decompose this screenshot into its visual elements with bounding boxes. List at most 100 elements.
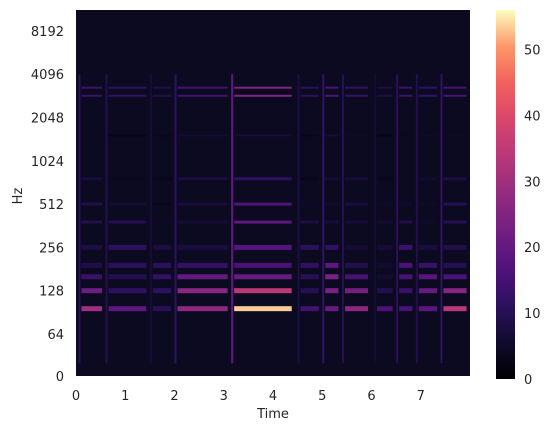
spectral-band: [418, 220, 437, 224]
spectral-band: [300, 244, 319, 250]
spectral-band: [443, 94, 467, 97]
spectral-band: [234, 177, 292, 181]
spectral-band: [344, 262, 369, 268]
spectral-band: [108, 262, 147, 268]
colorbar-gradient: [496, 10, 515, 379]
y-axis-ticks: 0 64 128 256 512 1024 2048 4096 8192: [31, 25, 64, 385]
spectral-band: [399, 134, 413, 137]
spectral-band: [418, 274, 437, 280]
onset-column: [297, 74, 300, 364]
colorbar-ticks: 0 10 20 30 40 50: [524, 44, 541, 388]
spectral-band: [152, 94, 172, 97]
spectral-band: [81, 202, 103, 206]
x-tick-label: 7: [417, 389, 425, 404]
spectral-band: [344, 220, 369, 224]
spectral-band: [418, 86, 437, 89]
spectral-band: [300, 262, 319, 268]
x-tick-label: 1: [121, 389, 129, 404]
spectral-band: [152, 274, 172, 280]
y-tick-label: 0: [56, 370, 64, 385]
spectral-band: [344, 134, 369, 137]
spectral-band: [234, 202, 292, 206]
spectral-band: [443, 86, 467, 89]
spectral-band: [443, 220, 467, 224]
y-tick-label: 256: [39, 241, 64, 256]
colorbar: 0 10 20 30 40 50: [496, 10, 541, 388]
spectral-band: [418, 94, 437, 97]
spectral-band: [177, 86, 228, 89]
spectral-band: [418, 306, 437, 312]
y-tick-label: 4096: [31, 68, 64, 83]
onset-column: [78, 74, 81, 364]
spectral-band: [81, 94, 103, 97]
spectral-band: [376, 274, 393, 280]
spectral-band: [344, 306, 369, 312]
colorbar-tick-label: 0: [524, 373, 532, 388]
spectral-band: [418, 288, 437, 294]
spectrogram-bands: [78, 74, 467, 364]
spectral-band: [344, 274, 369, 280]
spectral-band: [81, 134, 103, 137]
onset-column: [341, 74, 344, 364]
spectral-band: [108, 202, 147, 206]
spectral-band: [177, 220, 228, 224]
spectral-band: [399, 274, 413, 280]
spectral-band: [443, 306, 467, 312]
spectral-band: [325, 244, 339, 250]
spectral-band: [177, 244, 228, 250]
spectral-band: [300, 288, 319, 294]
spectral-band: [376, 306, 393, 312]
onset-column: [231, 74, 234, 364]
spectral-band: [376, 262, 393, 268]
spectral-band: [325, 134, 339, 137]
spectral-band: [399, 202, 413, 206]
spectral-band: [300, 177, 319, 181]
spectral-band: [152, 177, 172, 181]
spectral-band: [108, 220, 147, 224]
spectral-band: [443, 134, 467, 137]
spectral-band: [234, 288, 292, 294]
x-tick-label: 0: [72, 389, 80, 404]
spectral-band: [81, 177, 103, 181]
spectral-band: [325, 220, 339, 224]
colorbar-tick-label: 20: [524, 241, 541, 256]
spectral-band: [418, 177, 437, 181]
colorbar-tick-label: 50: [524, 44, 541, 59]
spectral-band: [376, 202, 393, 206]
spectral-band: [152, 86, 172, 89]
spectral-band: [152, 262, 172, 268]
spectral-band: [376, 86, 393, 89]
spectral-band: [418, 202, 437, 206]
spectral-band: [443, 274, 467, 280]
spectral-band: [152, 134, 172, 137]
spectral-band: [344, 202, 369, 206]
spectral-band: [108, 134, 147, 137]
spectral-band: [325, 262, 339, 268]
spectral-band: [152, 306, 172, 312]
spectral-band: [443, 244, 467, 250]
spectral-band: [376, 220, 393, 224]
spectral-band: [108, 306, 147, 312]
spectral-band: [376, 177, 393, 181]
spectral-band: [177, 202, 228, 206]
spectral-band: [152, 220, 172, 224]
y-tick-label: 8192: [31, 25, 64, 40]
spectral-band: [376, 134, 393, 137]
y-tick-label: 512: [39, 198, 64, 213]
spectral-band: [325, 288, 339, 294]
spectral-band: [344, 288, 369, 294]
x-axis-label: Time: [256, 407, 289, 422]
spectrogram-background: [76, 10, 470, 376]
spectral-band: [177, 177, 228, 181]
spectral-band: [152, 288, 172, 294]
spectral-band: [325, 86, 339, 89]
x-tick-label: 3: [220, 389, 228, 404]
spectral-band: [177, 288, 228, 294]
x-tick-label: 2: [170, 389, 178, 404]
spectral-band: [234, 274, 292, 280]
spectral-band: [177, 306, 228, 312]
spectral-band: [81, 306, 103, 312]
spectral-band: [108, 288, 147, 294]
spectral-band: [81, 244, 103, 250]
spectral-band: [399, 244, 413, 250]
